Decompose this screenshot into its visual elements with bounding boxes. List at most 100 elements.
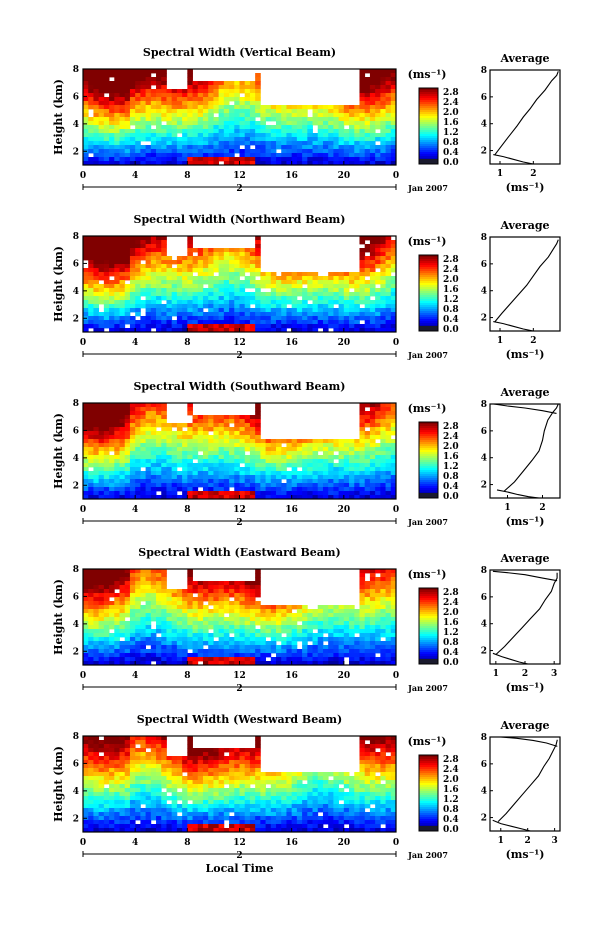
heatmap-cell (229, 467, 235, 472)
heatmap-cell (129, 487, 136, 492)
heatmap-cell (380, 300, 386, 305)
heatmap-cell (359, 153, 366, 158)
heatmap-cell (93, 443, 100, 448)
heatmap-cell (349, 463, 355, 468)
heatmap-cell (385, 451, 392, 456)
heatmap-cell (296, 161, 303, 166)
heatmap-cell (135, 443, 141, 448)
heatmap-cell (307, 629, 313, 634)
heatmap-cell (182, 161, 188, 166)
heatmap-cell (83, 415, 89, 420)
heatmap-cell (129, 657, 136, 662)
heatmap-cell (202, 320, 209, 325)
heatmap-cell (317, 479, 324, 484)
heatmap-cell (317, 129, 324, 134)
heatmap-cell (218, 443, 225, 448)
heatmap-cell (390, 284, 397, 289)
heatmap-cell (218, 633, 225, 638)
heatmap-cell (270, 487, 277, 492)
heatmap-cell (223, 649, 230, 654)
heatmap-cell (317, 292, 324, 297)
heatmap-cell (385, 157, 392, 162)
heatmap-cell (208, 463, 214, 468)
heatmap-cell (239, 613, 246, 618)
heatmap-cell (302, 324, 308, 329)
heatmap-cell (291, 280, 298, 285)
heatmap-cell (197, 288, 204, 293)
heatmap-cell (124, 629, 131, 634)
heatmap-cell (338, 328, 345, 333)
heatmap-cell (354, 467, 360, 472)
heatmap-cell (109, 427, 115, 432)
heatmap-cell (333, 605, 340, 610)
heatmap-cell (150, 495, 157, 500)
heatmap-cell (213, 495, 220, 500)
heatmap-cell (129, 483, 136, 488)
date-label: Jan 2007 (407, 517, 448, 527)
heatmap-cell (354, 495, 360, 500)
heatmap-cell (390, 487, 397, 492)
heatmap-cell (390, 621, 397, 626)
heatmap-cell (369, 121, 376, 126)
heatmap-cell (229, 629, 235, 634)
heatmap-cell (276, 292, 282, 297)
heatmap-cell (375, 423, 381, 428)
heatmap-cell (249, 451, 256, 456)
heatmap-cell (317, 145, 324, 150)
heatmap-cell (218, 613, 225, 618)
heatmap-cell (286, 641, 293, 646)
heatmap-cell (88, 483, 94, 488)
heatmap-cell (98, 101, 105, 106)
heatmap-cell (93, 463, 100, 468)
heatmap-cell (223, 593, 230, 598)
heatmap-cell (239, 264, 246, 269)
heatmap-cell (359, 69, 366, 74)
heatmap-cell (202, 89, 209, 94)
heatmap-cell (317, 661, 324, 666)
heatmap-cell (239, 161, 246, 166)
heatmap-cell (265, 625, 272, 630)
heatmap-cell (197, 585, 204, 590)
heatmap-cell (349, 439, 355, 444)
heatmap-cell (119, 117, 126, 122)
heatmap-cell (161, 411, 167, 416)
colorbar-segment (419, 275, 438, 278)
heatmap-cell (213, 125, 220, 130)
heatmap-cell (296, 617, 303, 622)
heatmap-cell (171, 89, 178, 94)
heatmap-cell (312, 296, 319, 301)
heatmap-cell (244, 280, 251, 285)
heatmap-cell (114, 577, 120, 582)
heatmap-cell (239, 621, 246, 626)
heatmap-cell (354, 145, 360, 150)
heatmap-cell (302, 121, 308, 126)
heatmap-cell (166, 479, 173, 484)
heatmap-cell (307, 491, 313, 496)
heatmap-cell (135, 125, 141, 130)
heatmap-cell (380, 423, 386, 428)
heatmap-cell (135, 439, 141, 444)
colorbar-segment (419, 480, 438, 483)
heatmap-cell (182, 296, 188, 301)
colorbar-segment (419, 478, 438, 481)
heatmap-cell (359, 661, 366, 666)
heatmap-cell (103, 149, 110, 154)
heatmap-cell (390, 577, 397, 582)
heatmap-cell (119, 479, 126, 484)
heatmap-cell (375, 69, 381, 74)
heatmap-cell (124, 264, 131, 269)
heatmap-cell (202, 431, 209, 436)
heatmap-cell (223, 300, 230, 305)
heatmap-cell (354, 463, 360, 468)
heatmap-cell (317, 439, 324, 444)
heatmap-cell (156, 411, 162, 416)
heatmap-cell (150, 609, 157, 614)
heatmap-cell (197, 589, 204, 594)
heatmap-cell (150, 423, 157, 428)
heatmap-cell (249, 439, 256, 444)
heatmap-cell (229, 93, 235, 98)
panel-title: Spectral Width (Southward Beam) (133, 380, 345, 393)
heatmap-cell (270, 324, 277, 329)
heatmap-cell (140, 447, 146, 452)
heatmap-cell (354, 129, 360, 134)
